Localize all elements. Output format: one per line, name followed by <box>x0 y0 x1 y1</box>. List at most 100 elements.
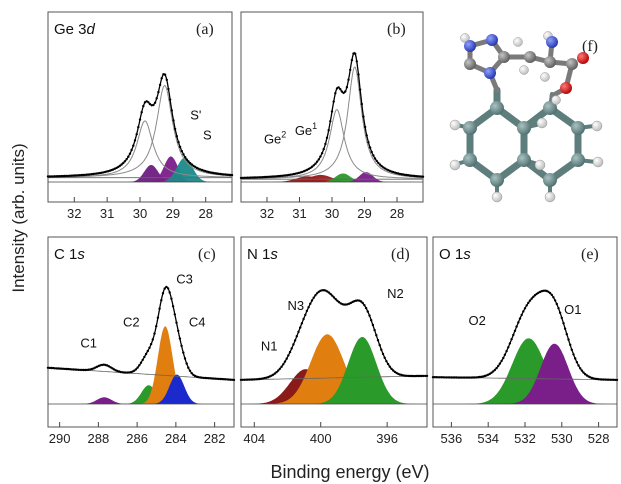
panel-d-title: N 1s <box>247 246 278 263</box>
annotation-b-0: Ge2 <box>264 130 286 147</box>
data-point <box>443 376 446 379</box>
data-point <box>78 368 82 372</box>
data-point <box>156 316 160 319</box>
data-point <box>60 174 63 178</box>
data-point <box>407 374 410 378</box>
annotation-e-0: O2 <box>468 313 485 328</box>
data-point <box>492 370 495 373</box>
data-point <box>137 126 140 129</box>
data-point <box>60 367 63 370</box>
data-point <box>290 347 293 350</box>
data-point <box>249 378 253 381</box>
component-a-2 <box>48 157 232 182</box>
data-point <box>527 301 530 305</box>
data-point <box>555 302 558 306</box>
data-point <box>419 374 422 378</box>
x-tick-label-c: 282 <box>204 431 226 446</box>
data-point <box>523 307 527 310</box>
data-point <box>78 174 82 177</box>
data-point <box>565 333 568 336</box>
data-point <box>450 376 453 379</box>
data-point <box>84 368 87 372</box>
data-point <box>453 376 456 379</box>
x-axis-label: Binding energy (eV) <box>270 462 429 482</box>
data-point <box>615 378 619 382</box>
data-point <box>241 378 244 381</box>
panel-c-label: (c) <box>198 246 216 263</box>
data-point <box>373 328 376 332</box>
data-point <box>305 309 309 313</box>
data-point <box>355 60 358 63</box>
data-point <box>584 373 587 376</box>
data-point <box>330 110 334 113</box>
panel-f-label: (f) <box>582 38 598 55</box>
data-point <box>51 175 55 178</box>
data-point <box>376 339 380 342</box>
data-point <box>463 376 466 379</box>
data-point <box>332 100 335 103</box>
data-point <box>386 362 390 366</box>
data-point <box>261 176 264 179</box>
data-point <box>461 376 465 379</box>
data-point <box>50 175 53 178</box>
data-point <box>53 175 56 178</box>
data-point <box>600 378 604 381</box>
data-point <box>184 156 187 159</box>
data-point <box>515 325 518 328</box>
data-point <box>271 175 274 178</box>
data-point <box>609 378 612 381</box>
data-point <box>230 173 234 177</box>
data-point <box>320 152 324 155</box>
data-point <box>497 364 500 368</box>
data-point <box>173 127 177 131</box>
data-point <box>562 322 565 325</box>
data-point <box>324 142 327 146</box>
data-point <box>185 362 188 365</box>
data-point <box>310 299 314 302</box>
data-point <box>279 174 282 178</box>
data-point <box>321 289 324 292</box>
data-point <box>155 97 158 100</box>
data-point <box>190 372 193 375</box>
data-point <box>192 373 195 377</box>
panel-e-label: (e) <box>581 246 599 263</box>
data-point <box>77 368 80 371</box>
component-b-5 <box>240 109 423 180</box>
annotation-e-1: O1 <box>564 302 581 317</box>
data-point <box>455 376 458 379</box>
data-point <box>532 295 535 298</box>
data-point <box>157 90 160 94</box>
x-tick-label-b: 28 <box>390 206 404 221</box>
data-point <box>522 310 525 313</box>
data-point <box>65 174 68 178</box>
data-point <box>563 327 567 330</box>
data-point <box>332 296 336 299</box>
data-point <box>505 349 508 353</box>
data-point <box>358 88 362 91</box>
data-point <box>365 134 368 137</box>
data-point <box>392 369 395 372</box>
data-point <box>229 378 232 381</box>
data-point <box>246 378 249 381</box>
data-point <box>302 317 305 321</box>
data-point <box>207 377 210 380</box>
data-point <box>253 176 256 179</box>
data-point <box>574 357 577 360</box>
data-point <box>359 300 363 303</box>
data-point <box>368 314 371 317</box>
data-point <box>212 377 215 380</box>
data-point <box>126 371 129 374</box>
x-tick-label-d: 400 <box>310 431 332 446</box>
data-point <box>56 175 60 178</box>
data-point <box>500 359 503 363</box>
annotation-a-1: S <box>203 127 212 142</box>
data-point <box>380 164 383 168</box>
data-point <box>510 338 513 341</box>
data-point <box>385 360 388 363</box>
data-point <box>127 155 130 158</box>
data-point <box>63 367 67 371</box>
data-point <box>517 321 520 324</box>
data-point <box>314 294 317 297</box>
data-point <box>602 378 605 381</box>
data-point <box>214 377 217 380</box>
